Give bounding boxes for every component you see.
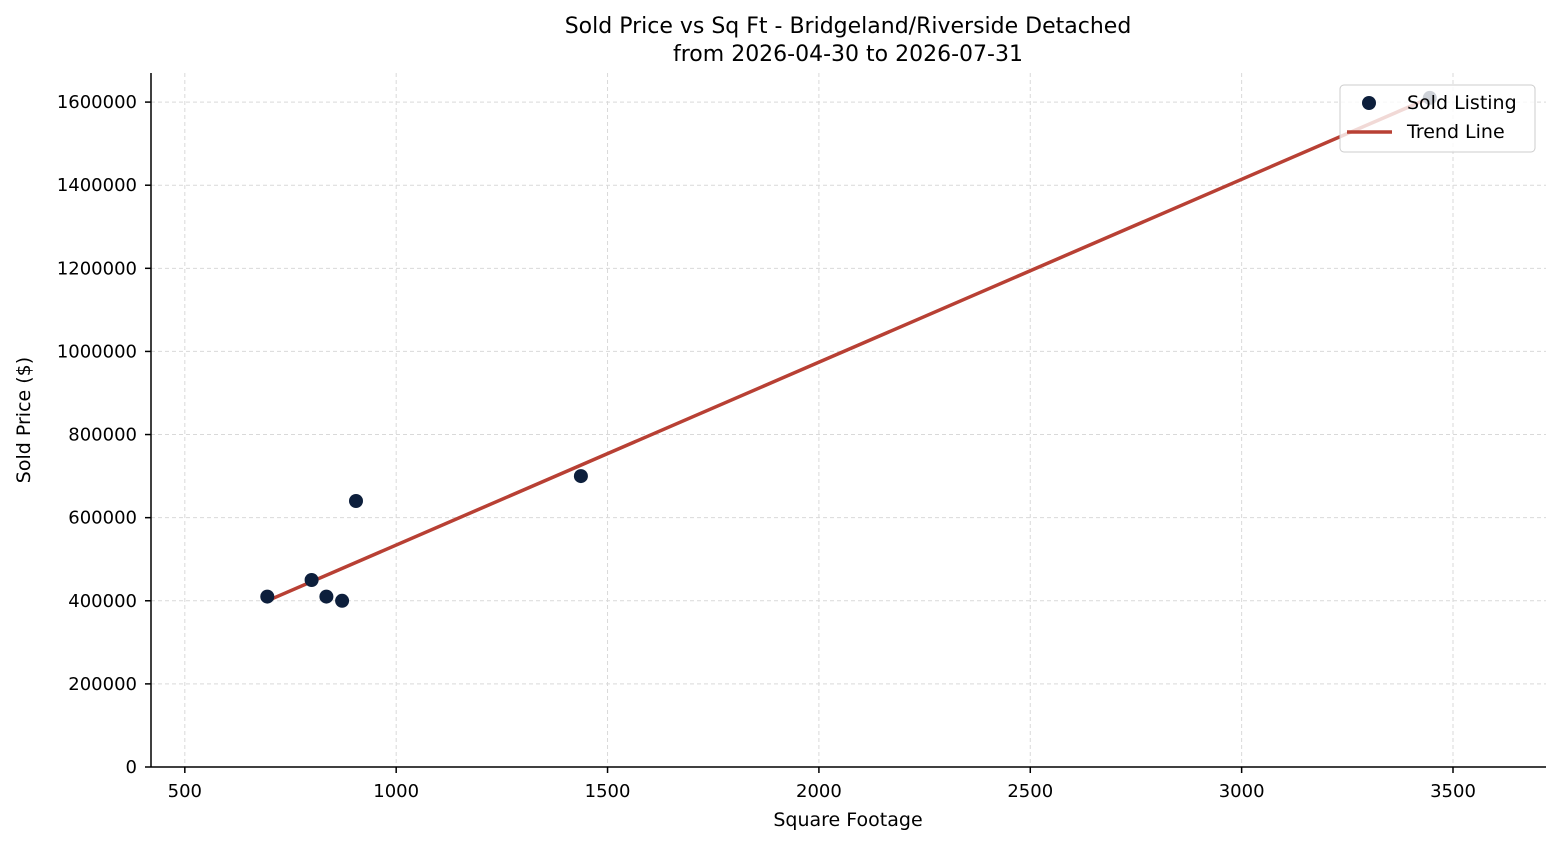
series-layer	[260, 90, 1437, 608]
legend-marker-sold-listing	[1362, 96, 1376, 110]
x-ticks: 500 1000 1500 2000 2500 3000 3500	[168, 767, 1476, 802]
y-tick-label: 600000	[68, 508, 137, 529]
x-axis-label: Square Footage	[773, 809, 922, 831]
y-tick-label: 1000000	[57, 341, 137, 362]
y-ticks: 0 200000 400000 600000 800000 1000000 1200000 1…	[57, 92, 151, 778]
data-point	[304, 573, 319, 587]
y-tick-label: 400000	[68, 591, 137, 612]
chart-title-line2: from 2026-04-30 to 2026-07-31	[673, 42, 1023, 67]
legend: Sold Listing Trend Line	[1339, 84, 1536, 153]
data-point	[319, 589, 334, 604]
x-tick-label: 3000	[1219, 781, 1265, 802]
y-axis-label: Sold Price ($)	[13, 357, 35, 483]
x-tick-label: 500	[168, 781, 202, 802]
y-tick-label: 1600000	[57, 92, 137, 113]
data-point	[260, 589, 275, 604]
x-tick-label: 1000	[373, 781, 419, 802]
legend-box	[1339, 84, 1536, 153]
y-tick-label: 1200000	[57, 258, 137, 279]
trend-line	[266, 96, 1431, 603]
legend-label-trend-line: Trend Line	[1406, 121, 1505, 143]
x-tick-label: 3500	[1430, 781, 1476, 802]
y-tick-label: 1400000	[57, 175, 137, 196]
y-tick-label: 0	[126, 757, 137, 778]
grid	[151, 73, 1546, 768]
chart-title-line1: Sold Price vs Sq Ft - Bridgeland/Riversi…	[565, 14, 1132, 39]
data-point	[573, 469, 588, 484]
y-tick-label: 200000	[68, 674, 137, 695]
data-point	[349, 494, 363, 508]
x-tick-label: 1500	[585, 781, 631, 802]
data-point	[335, 593, 350, 608]
y-tick-label: 800000	[68, 425, 137, 446]
x-tick-label: 2000	[796, 781, 842, 802]
x-tick-label: 2500	[1007, 781, 1053, 802]
axes	[150, 73, 1546, 768]
legend-label-sold-listing: Sold Listing	[1407, 92, 1517, 114]
